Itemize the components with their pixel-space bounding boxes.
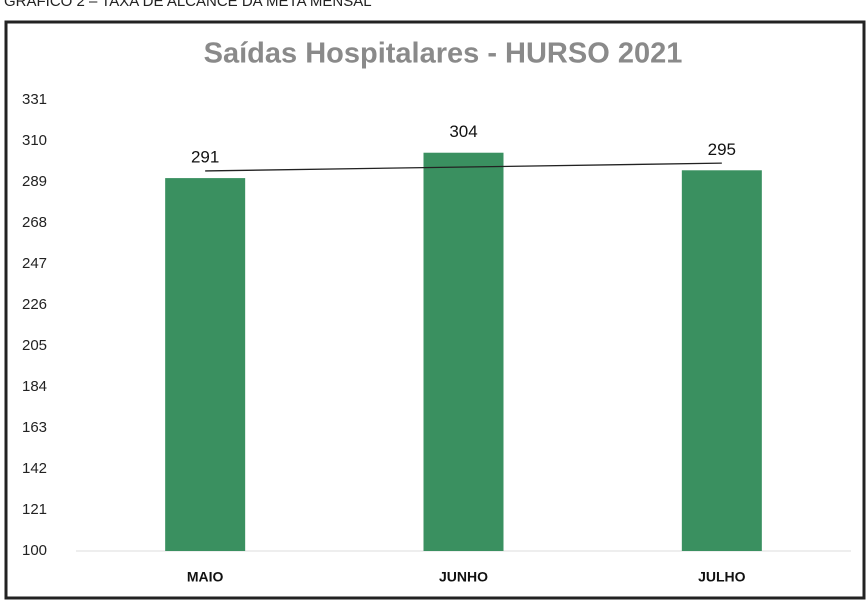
- y-tick-label: 163: [22, 419, 47, 436]
- y-tick-label: 268: [22, 214, 47, 231]
- data-label: 291: [191, 148, 219, 167]
- y-tick-label: 247: [22, 255, 47, 272]
- bar: [423, 152, 504, 551]
- trendline: [205, 162, 722, 172]
- data-label: 304: [449, 122, 477, 141]
- y-tick-label: 310: [22, 132, 47, 149]
- y-tick-label: 205: [22, 337, 47, 354]
- y-tick-label: 184: [22, 378, 47, 395]
- y-tick-label: 142: [22, 460, 47, 477]
- x-tick-label: MAIO: [187, 569, 224, 585]
- chart-title: Saídas Hospitalares - HURSO 2021: [204, 38, 683, 70]
- data-label: 295: [708, 140, 736, 159]
- y-tick-label: 121: [22, 501, 47, 518]
- y-tick-label: 100: [22, 542, 47, 559]
- bar: [165, 178, 246, 551]
- x-tick-label: JULHO: [698, 569, 746, 585]
- x-tick-label: JUNHO: [439, 569, 488, 585]
- bar: [681, 170, 762, 552]
- page-header: GRÁFICO 2 – TAXA DE ALCANCE DA META MENS…: [4, 0, 372, 10]
- y-tick-label: 289: [22, 173, 47, 190]
- y-tick-label: 226: [22, 296, 47, 313]
- y-tick-label: 331: [22, 91, 47, 108]
